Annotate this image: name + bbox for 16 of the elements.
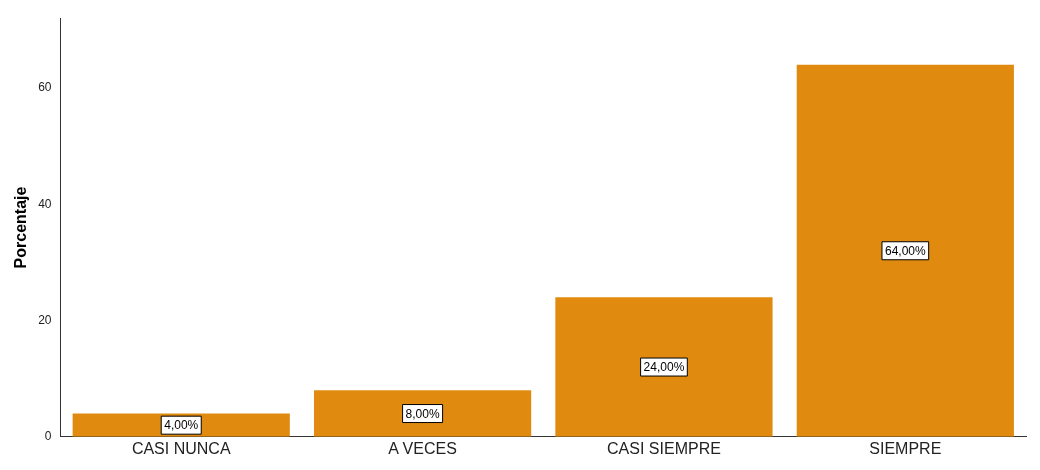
x-tick-label: SIEMPRE [869, 439, 942, 457]
x-tick-label: CASI SIEMPRE [607, 439, 721, 457]
data-label: 8,00% [405, 406, 440, 421]
y-tick-label: 60 [38, 80, 52, 95]
data-label: 4,00% [164, 418, 199, 433]
y-tick-label: 40 [38, 196, 52, 211]
y-tick-label: 0 [44, 429, 52, 444]
bar [555, 297, 773, 437]
data-label: 24,00% [643, 360, 685, 375]
x-tick-label: CASI NUNCA [131, 439, 231, 457]
x-tick-label: A VECES [388, 439, 457, 457]
bar [796, 64, 1014, 437]
bar [313, 390, 532, 437]
y-tick-label: 20 [38, 312, 52, 327]
data-label: 64,00% [884, 244, 926, 259]
y-axis-title: Porcentaje [12, 186, 30, 269]
